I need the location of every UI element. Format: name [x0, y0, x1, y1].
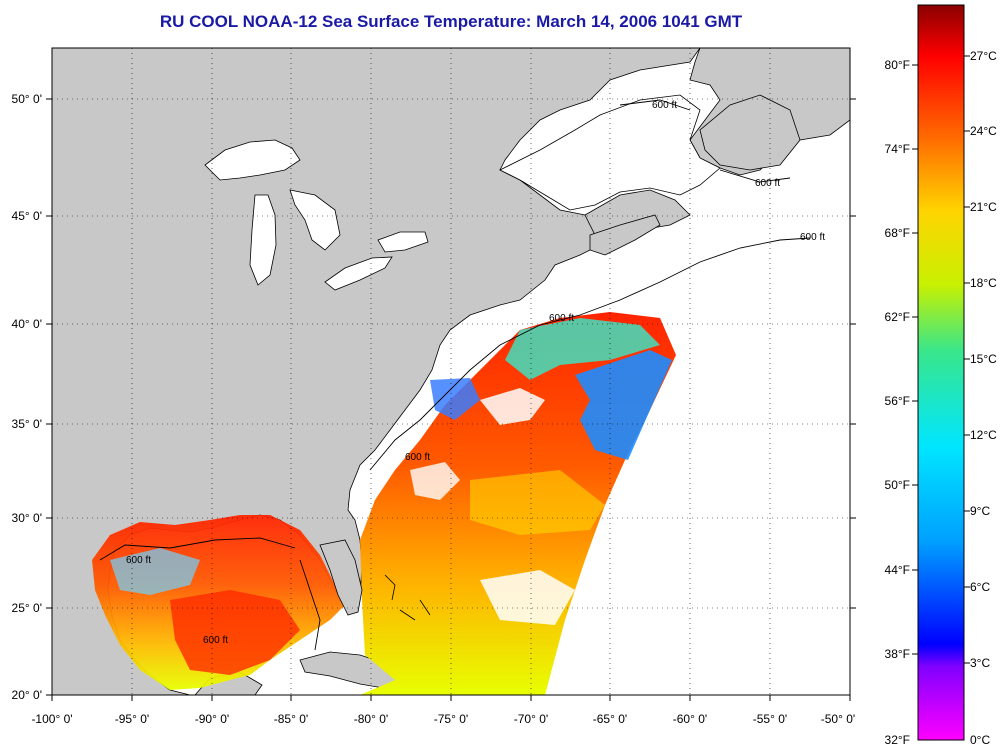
c-label: 3°C	[970, 656, 990, 670]
tick-marks	[46, 98, 856, 701]
sst-cloud-white-3	[480, 570, 575, 625]
gulf-st-lawrence	[499, 94, 721, 211]
sst-cyan-north	[505, 318, 660, 380]
lat-tick: 20° 0'	[12, 688, 42, 702]
lat-tick-labels: 20° 0' 25° 0' 30° 0' 35° 0' 40° 0' 45° 0…	[12, 92, 42, 702]
sst-cloud-white	[480, 388, 545, 425]
c-label: 15°C	[970, 352, 997, 366]
land-florida	[319, 539, 363, 616]
f-label: 68°F	[885, 226, 910, 240]
svg-text:600 ft: 600 ft	[652, 100, 677, 111]
lat-tick: 35° 0'	[12, 417, 42, 431]
f-label: 74°F	[885, 142, 910, 156]
sst-blue-coast	[430, 378, 480, 420]
svg-text:600 ft: 600 ft	[549, 313, 574, 324]
colorbar-c-labels: 27°C 24°C 21°C 18°C 15°C 12°C 9°C 6°C 3°…	[970, 49, 997, 747]
lon-tick: -100° 0'	[31, 712, 72, 726]
lon-tick: -95° 0'	[115, 712, 149, 726]
sst-yellow-band	[470, 470, 605, 535]
lon-tick: -60° 0'	[673, 712, 707, 726]
svg-text:600 ft: 600 ft	[800, 232, 825, 243]
gridlines	[52, 48, 850, 695]
lon-tick: -85° 0'	[274, 712, 308, 726]
lake-huron	[289, 189, 341, 251]
lon-tick: -70° 0'	[514, 712, 548, 726]
sst-gulf-cool-patch	[110, 548, 200, 595]
lake-erie	[324, 256, 393, 291]
lon-tick-labels: -100° 0' -95° 0' -90° 0' -85° 0' -80° 0'…	[31, 712, 855, 726]
lake-superior	[204, 139, 301, 181]
lat-tick: 40° 0'	[12, 317, 42, 331]
lon-tick: -80° 0'	[354, 712, 388, 726]
land-nova-scotia	[589, 214, 661, 256]
lake-michigan	[249, 194, 277, 286]
c-label: 27°C	[970, 49, 997, 63]
colorbar-f-labels: 80°F 74°F 68°F 62°F 56°F 50°F 44°F 38°F …	[885, 58, 910, 747]
c-label: 9°C	[970, 504, 990, 518]
color-scale-bar	[917, 4, 965, 741]
svg-text:600 ft: 600 ft	[203, 635, 228, 646]
f-label: 56°F	[885, 394, 910, 408]
sst-gulf-warm	[170, 590, 300, 675]
map-title: RU COOL NOAA-12 Sea Surface Temperature:…	[159, 12, 743, 31]
lat-tick: 25° 0'	[12, 601, 42, 615]
svg-text:600 ft: 600 ft	[405, 452, 430, 463]
colorbar-ticks	[912, 55, 970, 664]
lon-tick: -65° 0'	[593, 712, 627, 726]
lon-tick: -90° 0'	[195, 712, 229, 726]
f-label: 38°F	[885, 647, 910, 661]
sst-cloud-white-2	[410, 462, 460, 500]
sst-cool-east	[575, 350, 672, 460]
c-label: 21°C	[970, 200, 997, 214]
svg-text:600 ft: 600 ft	[126, 555, 151, 566]
f-label: 32°F	[885, 733, 910, 747]
c-label: 18°C	[970, 276, 997, 290]
c-label: 0°C	[970, 733, 990, 747]
lat-tick: 45° 0'	[12, 209, 42, 223]
land-bahamas	[384, 574, 431, 621]
land-newfoundland	[699, 94, 801, 171]
f-label: 80°F	[885, 58, 910, 72]
f-label: 62°F	[885, 310, 910, 324]
c-label: 24°C	[970, 124, 997, 138]
lake-ontario	[377, 231, 429, 253]
svg-text:600 ft: 600 ft	[755, 178, 780, 189]
lon-tick: -50° 0'	[821, 712, 855, 726]
depth-contour-600ft	[99, 99, 811, 651]
f-label: 50°F	[885, 478, 910, 492]
lon-tick: -55° 0'	[753, 712, 787, 726]
f-label: 44°F	[885, 563, 910, 577]
c-label: 12°C	[970, 428, 997, 442]
c-label: 6°C	[970, 580, 990, 594]
lat-tick: 50° 0'	[12, 92, 42, 106]
lat-tick: 30° 0'	[12, 511, 42, 525]
lon-tick: -75° 0'	[434, 712, 468, 726]
